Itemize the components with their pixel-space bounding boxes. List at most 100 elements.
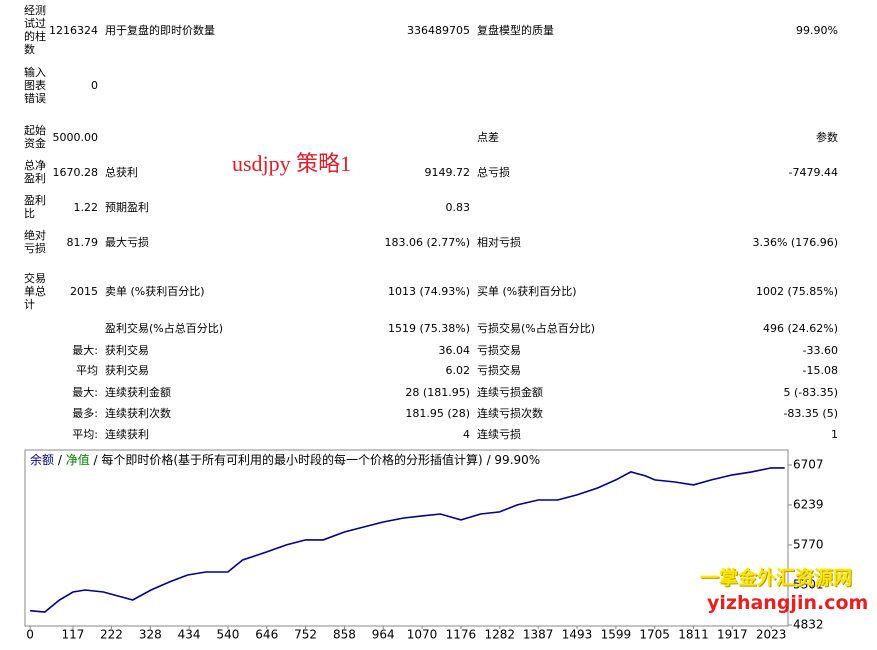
- value: 0: [91, 79, 98, 92]
- field-label: 连续获利次数: [105, 407, 171, 420]
- value: 496 (24.62%): [762, 322, 838, 335]
- chart: 余额 / 净值 / 每个即时价格(基于所有可利用的最小时段的每一个价格的分形插值…: [24, 449, 824, 642]
- value: 平均: [76, 364, 98, 377]
- x-tick-label: 1599: [601, 628, 632, 642]
- field-label: 总亏损: [477, 165, 510, 179]
- x-tick-label: 858: [333, 628, 356, 642]
- x-tick-label: 646: [255, 628, 278, 642]
- field-label: 最大亏损: [105, 235, 149, 249]
- value: 2015: [70, 285, 98, 298]
- field-label: 亏损交易: [477, 364, 521, 377]
- legend-entry: 余额: [30, 452, 54, 467]
- x-tick-label: 328: [139, 628, 162, 642]
- legend: 余额 / 净值 / 每个即时价格(基于所有可利用的最小时段的每一个价格的分形插值…: [30, 452, 540, 467]
- x-tick-label: 1176: [446, 628, 477, 642]
- y-tick-label: 5301: [793, 577, 824, 591]
- value: 参数: [816, 130, 838, 144]
- x-tick-label: 1387: [523, 628, 554, 642]
- row-label: 总净盈利: [24, 159, 46, 185]
- field-label: 复盘模型的质量: [477, 23, 554, 37]
- value: 6.02: [445, 364, 471, 377]
- field-label: 获利交易: [105, 364, 149, 377]
- value: 1002 (75.85%): [755, 285, 838, 298]
- x-tick-label: 434: [178, 628, 201, 642]
- field-label: 连续亏损金额: [477, 386, 543, 399]
- x-tick-label: 222: [100, 628, 123, 642]
- value: 81.79: [66, 235, 99, 249]
- subtitle: 每个即时价格(基于所有可利用的最小时段的每一个价格的分形插值计算): [101, 452, 482, 467]
- value: 5 (-83.35): [783, 386, 838, 399]
- field-label: 连续获利: [105, 428, 149, 441]
- watermark: yizhangjin.com: [707, 592, 869, 614]
- field-label: 盈利交易(%占总百分比): [105, 322, 224, 335]
- x-tick-label: 0: [26, 628, 34, 642]
- value: 1013 (74.93%): [387, 285, 470, 298]
- plot-frame: [24, 449, 789, 627]
- field-label: 亏损交易: [477, 344, 521, 357]
- field-label: 获利交易: [105, 344, 149, 357]
- field-label: 连续亏损: [477, 428, 521, 441]
- balance-line: [30, 467, 785, 613]
- value: 36.04: [438, 344, 471, 357]
- legend-separator: /: [90, 453, 102, 467]
- value: 1519 (75.38%): [387, 322, 470, 335]
- value: 3.36% (176.96): [752, 235, 838, 249]
- row-label: 盈利比: [24, 194, 46, 220]
- row-label: 交易单总计: [24, 272, 46, 311]
- y-tick-label: 4832: [793, 618, 824, 632]
- y-tick-label: 6239: [793, 497, 824, 511]
- field-label: 相对亏损: [477, 235, 521, 249]
- value: 183.06 (2.77%): [384, 235, 470, 249]
- x-tick-label: 1917: [717, 628, 748, 642]
- value: 181.95 (28): [405, 407, 470, 420]
- value: 1670.28: [52, 165, 99, 179]
- value: 1.22: [73, 200, 99, 214]
- value: 最大:: [72, 344, 98, 357]
- value: 1: [831, 428, 838, 441]
- value: 336489705: [407, 23, 470, 37]
- value: 平均:: [72, 428, 98, 441]
- field-label: 连续亏损次数: [477, 407, 543, 420]
- legend-entry: 净值: [66, 452, 90, 467]
- field-label: 亏损交易(%占总百分比): [477, 322, 596, 335]
- row-label: 经测试过的柱数: [24, 4, 46, 56]
- field-label: 预期盈利: [105, 200, 149, 214]
- watermark: 一掌金外汇资源网: [700, 567, 853, 589]
- x-tick-label: 540: [216, 628, 239, 642]
- value: -7479.44: [788, 165, 838, 179]
- x-tick-label: 964: [372, 628, 395, 642]
- field-label: 连续获利金额: [105, 386, 171, 399]
- value: 1216324: [49, 23, 98, 37]
- field-label: 总获利: [105, 165, 138, 179]
- field-label: 卖单 (%获利百分比): [105, 285, 205, 298]
- value: -15.08: [802, 364, 838, 377]
- quality: 99.90%: [494, 453, 540, 467]
- x-tick-label: 2023: [756, 628, 787, 642]
- x-tick-label: 1705: [639, 628, 670, 642]
- legend-separator: /: [483, 453, 495, 467]
- x-tick-label: 1070: [407, 628, 438, 642]
- value: 99.90%: [796, 23, 838, 37]
- value: -83.35 (5): [783, 407, 838, 420]
- value: 最大:: [72, 386, 98, 399]
- x-tick-label: 752: [294, 628, 317, 642]
- x-tick-label: 1493: [562, 628, 593, 642]
- x-tick-label: 1282: [484, 628, 515, 642]
- row-label: 绝对亏损: [24, 229, 46, 255]
- y-tick-label: 6707: [793, 457, 824, 471]
- annotation: usdjpy 策略1: [232, 151, 352, 176]
- field-label: 点差: [477, 130, 499, 144]
- y-tick-label: 5770: [793, 537, 824, 551]
- value: -33.60: [802, 344, 838, 357]
- legend-separator: /: [54, 453, 66, 467]
- value: 28 (181.95): [405, 386, 470, 399]
- value: 最多:: [72, 407, 98, 420]
- value: 5000.00: [52, 130, 99, 144]
- x-tick-label: 1811: [678, 628, 709, 642]
- value: 0.83: [445, 200, 471, 214]
- value: 4: [463, 428, 470, 441]
- value: 9149.72: [424, 165, 471, 179]
- row-label: 输入图表错误: [24, 66, 46, 105]
- row-label: 起始资金: [24, 124, 46, 150]
